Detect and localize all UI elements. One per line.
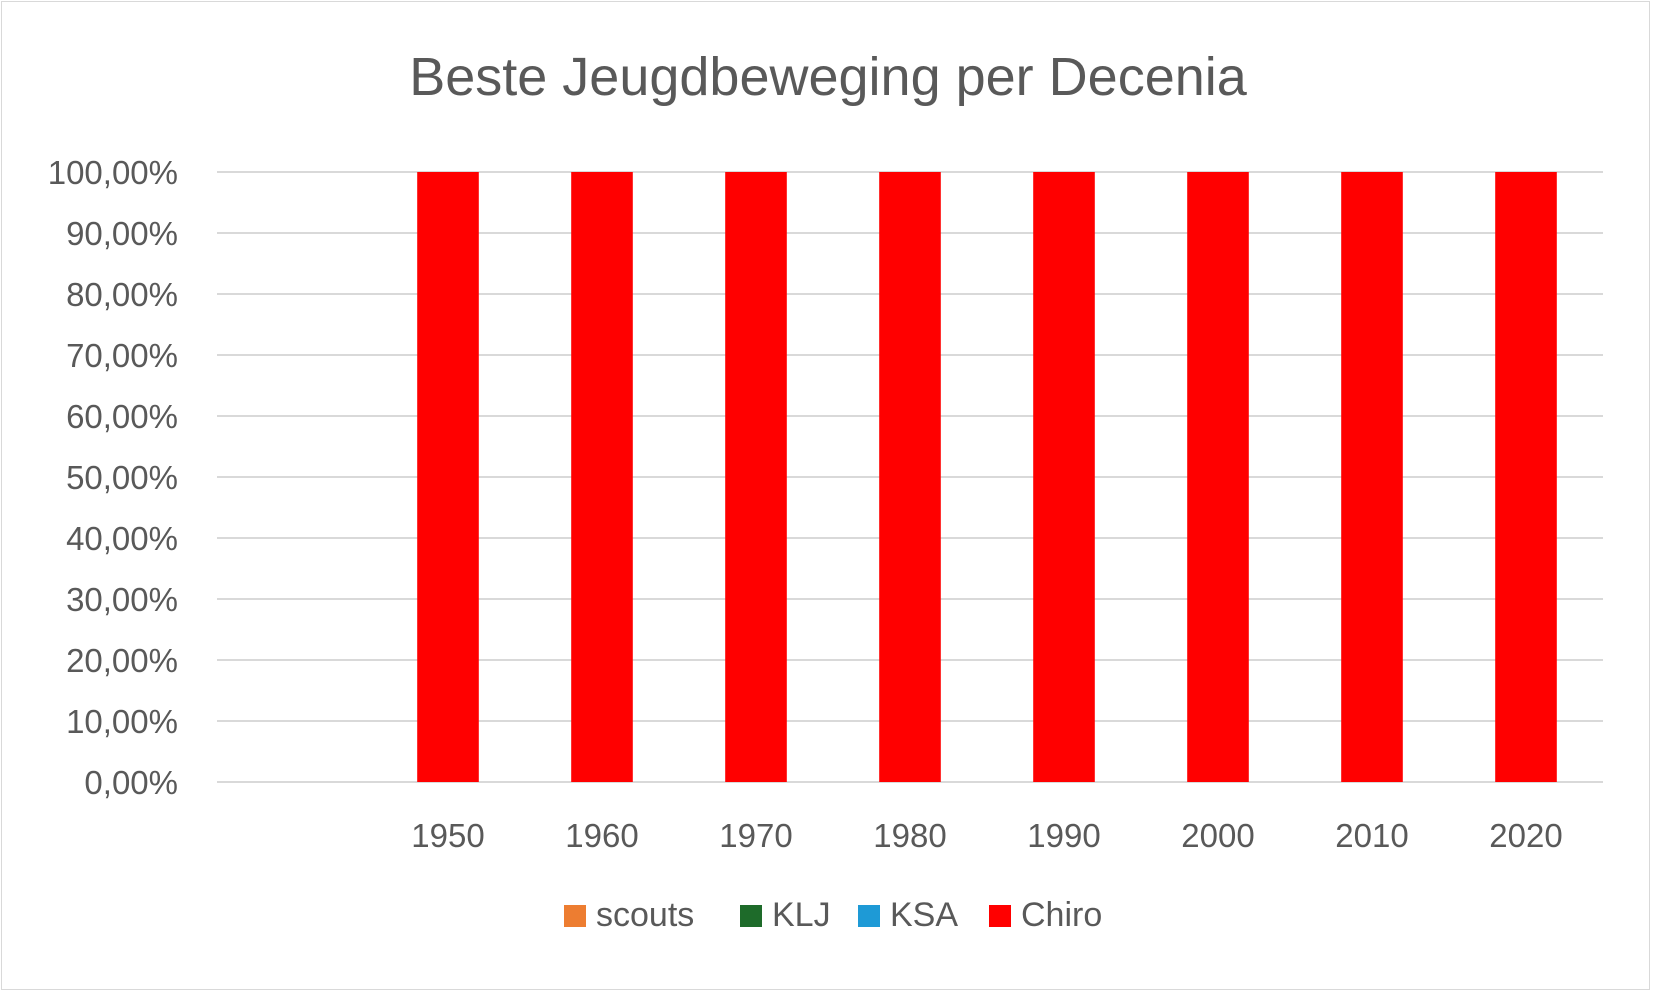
x-tick-label: 2020 xyxy=(1489,817,1562,854)
x-tick-label: 1990 xyxy=(1027,817,1100,854)
y-axis-ticks: 0,00% 10,00% 20,00% 30,00% 40,00% 50,00% 60,00… xyxy=(48,154,178,801)
y-tick-label: 100,00% xyxy=(48,154,178,191)
y-tick-label: 30,00% xyxy=(66,581,178,618)
chart-title: Beste Jeugdbeweging per Decenia xyxy=(409,47,1248,107)
bar-chiro xyxy=(879,172,941,782)
bar-chiro xyxy=(571,172,633,782)
y-tick-label: 60,00% xyxy=(66,398,178,435)
y-tick-label: 50,00% xyxy=(66,459,178,496)
y-tick-label: 70,00% xyxy=(66,337,178,374)
bar-chiro xyxy=(1187,172,1249,782)
y-tick-label: 0,00% xyxy=(84,764,178,801)
x-tick-label: 1960 xyxy=(565,817,638,854)
bar-chiro xyxy=(725,172,787,782)
legend-swatch-klj xyxy=(740,905,762,927)
x-tick-label: 1950 xyxy=(411,817,484,854)
legend-label-chiro: Chiro xyxy=(1021,896,1102,934)
legend-label-ksa: KSA xyxy=(890,896,958,934)
y-tick-label: 80,00% xyxy=(66,276,178,313)
legend-label-klj: KLJ xyxy=(772,896,831,934)
bar-chiro xyxy=(1341,172,1403,782)
bar-chiro xyxy=(1495,172,1557,782)
legend: scouts KLJ KSA Chiro xyxy=(564,896,1102,934)
y-tick-label: 20,00% xyxy=(66,642,178,679)
legend-swatch-chiro xyxy=(989,905,1011,927)
x-axis-ticks: 1950 1960 1970 1980 1990 2000 2010 2020 xyxy=(411,817,1562,854)
bars xyxy=(417,172,1557,782)
y-tick-label: 10,00% xyxy=(66,703,178,740)
legend-swatch-scouts xyxy=(564,905,586,927)
y-tick-label: 90,00% xyxy=(66,215,178,252)
legend-label-scouts: scouts xyxy=(596,896,694,934)
x-tick-label: 2010 xyxy=(1335,817,1408,854)
bar-chiro xyxy=(417,172,479,782)
legend-swatch-ksa xyxy=(858,905,880,927)
x-tick-label: 1980 xyxy=(873,817,946,854)
x-tick-label: 1970 xyxy=(719,817,792,854)
bar-chiro xyxy=(1033,172,1095,782)
x-tick-label: 2000 xyxy=(1181,817,1254,854)
y-tick-label: 40,00% xyxy=(66,520,178,557)
